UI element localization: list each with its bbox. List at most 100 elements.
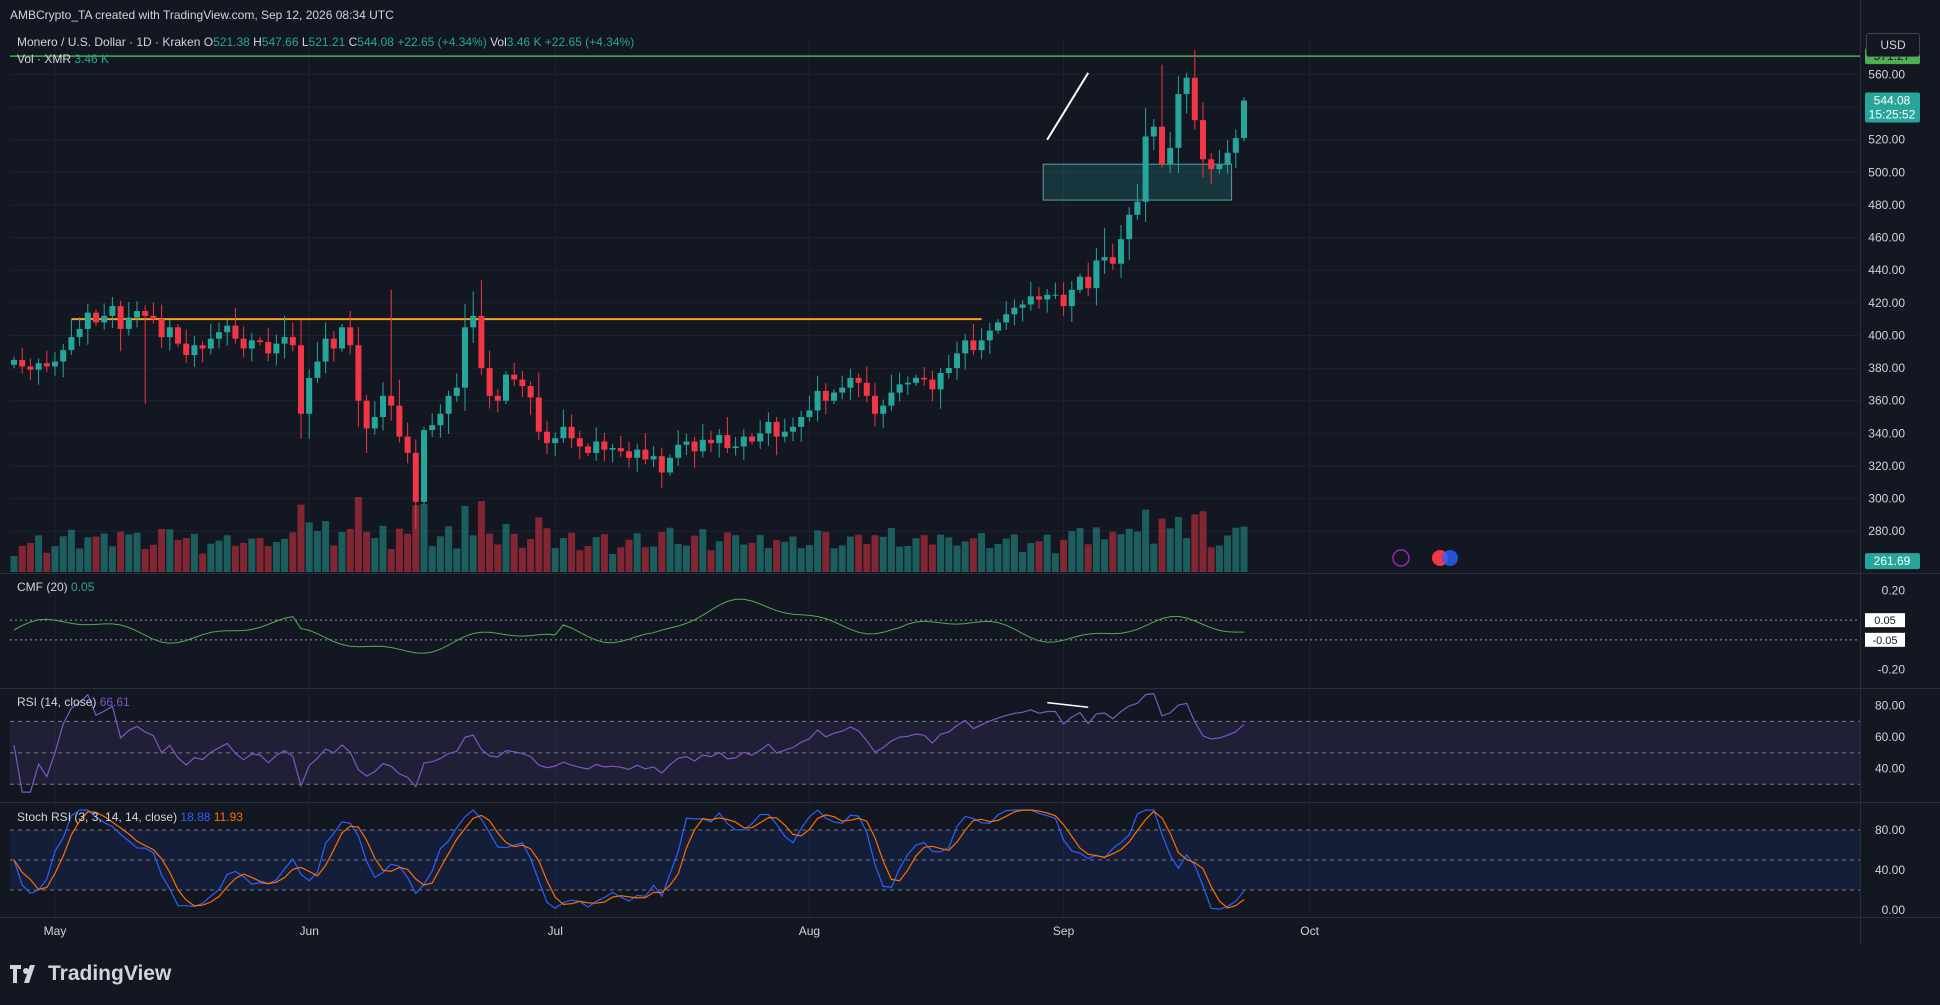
cmf-line — [13, 598, 1244, 654]
candle-body — [626, 451, 632, 458]
volume-bar — [371, 538, 379, 572]
rsi-tick-label: 40.00 — [1875, 762, 1905, 776]
candle-body — [732, 446, 739, 449]
candle-body — [166, 327, 173, 338]
candle-body — [724, 434, 731, 449]
volume-value: 3.46 K — [506, 35, 542, 49]
volume-bar — [477, 501, 485, 572]
candle-body — [371, 417, 378, 429]
volume-bar — [797, 548, 805, 572]
x-tick-label: Oct — [1300, 924, 1319, 938]
volume-bar — [26, 542, 34, 572]
volume-bar — [937, 534, 945, 572]
candle-body — [576, 438, 583, 447]
price-tick-label: 420.00 — [1868, 296, 1905, 310]
cmf-title: CMF (20) — [17, 580, 68, 594]
candle-body — [699, 439, 706, 452]
rsi-divergence-line — [1047, 701, 1089, 709]
candle-body — [347, 327, 354, 346]
volume-bar — [1191, 514, 1199, 572]
x-tick-label: May — [44, 924, 67, 938]
tradingview-logo[interactable]: TradingView — [10, 962, 171, 986]
volume-label: Vol — [490, 35, 507, 49]
close-label: C — [348, 35, 358, 49]
cmf-badge-bg — [1865, 613, 1905, 628]
candle-body — [191, 345, 198, 356]
volume-bar — [436, 536, 444, 572]
price-change: +22.65 (+4.34%) — [397, 35, 487, 49]
candle-body — [1142, 136, 1149, 202]
volume-bar — [1142, 509, 1150, 572]
volume-bar — [830, 548, 838, 572]
candle-body — [396, 405, 403, 437]
candle-body — [683, 441, 690, 445]
volume-bar — [338, 532, 346, 572]
volume-bar — [1133, 531, 1141, 572]
volume-bar — [543, 528, 551, 572]
candle-body — [954, 353, 960, 369]
volume-bar — [576, 550, 584, 572]
volume-bar — [600, 534, 608, 572]
volume-bar — [305, 522, 313, 572]
tradingview-logo-icon — [10, 965, 35, 983]
volume-bar — [297, 504, 305, 572]
volume-bar — [445, 526, 453, 572]
volume-bar — [986, 548, 994, 572]
volume-bar — [248, 538, 256, 572]
candle-body — [265, 341, 272, 354]
candle-body — [1150, 126, 1157, 137]
candle-body — [1167, 147, 1174, 165]
candle-body — [388, 395, 395, 406]
volume-bar — [674, 544, 682, 572]
candle-body — [462, 327, 468, 388]
candle-body — [503, 374, 509, 401]
currency-button[interactable]: USD — [1866, 33, 1920, 57]
candle-body — [839, 387, 846, 393]
volume-bar — [822, 532, 830, 572]
candle-body — [1052, 294, 1059, 296]
candle-body — [355, 345, 362, 401]
volume-bar — [928, 544, 936, 572]
candle-body — [888, 392, 895, 406]
candle-body — [339, 327, 345, 349]
volume-bar — [715, 541, 723, 572]
volume-bar — [699, 529, 707, 572]
x-tick-label: Aug — [799, 924, 820, 938]
candle-body — [609, 448, 616, 450]
rsi-legend: RSI (14, close) 66.61 — [17, 695, 130, 709]
stoch-tick-label: 40.00 — [1875, 863, 1905, 877]
volume-bar — [740, 544, 748, 572]
volume-bar — [1166, 528, 1174, 572]
volume-series-value: 3.46 K — [74, 52, 110, 66]
candle-body — [248, 340, 255, 349]
volume-bar — [920, 535, 928, 572]
volume-bar — [961, 541, 969, 572]
volume-bar — [592, 537, 600, 572]
candle-body — [544, 431, 550, 444]
volume-bar — [174, 539, 182, 572]
cmf-badge: -0.05 — [1872, 635, 1897, 647]
volume-bar — [707, 550, 715, 572]
candle-body — [634, 449, 641, 458]
candle-body — [781, 431, 788, 437]
candle-body — [142, 311, 149, 316]
candle-body — [601, 441, 608, 450]
candle-body — [1101, 257, 1108, 261]
volume-bar — [969, 538, 977, 572]
candle-body — [429, 425, 436, 431]
volume-bar — [387, 549, 395, 572]
volume-bar — [682, 545, 690, 572]
volume-bar — [354, 497, 362, 572]
footer-bar — [0, 945, 1940, 1005]
volume-bar — [691, 535, 699, 572]
candle-body — [995, 322, 1001, 331]
volume-bar — [453, 548, 461, 572]
volume-bar — [666, 527, 674, 572]
volume-bar — [412, 505, 420, 572]
candle-body — [962, 340, 969, 354]
candle-body — [35, 363, 42, 370]
candle-body — [76, 328, 83, 338]
volume-bar — [978, 532, 986, 572]
candle-body — [806, 410, 813, 418]
